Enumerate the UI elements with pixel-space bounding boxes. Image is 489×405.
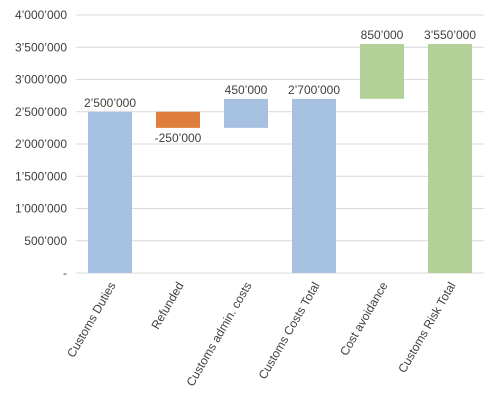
data-label: 450’000 (225, 83, 268, 97)
y-tick-label: 3’500’000 (15, 40, 67, 54)
x-tick-label: Customs admin. costs (183, 280, 254, 389)
y-tick-label: 2’000’000 (15, 137, 67, 151)
y-tick-label: - (63, 266, 67, 280)
x-tick-label: Customs Risk Total (395, 280, 458, 376)
data-label: 3’550’000 (424, 28, 476, 42)
bar (428, 44, 472, 274)
data-label: 2’700’000 (288, 83, 340, 97)
x-tick-label: Customs Costs Total (256, 280, 323, 382)
y-tick-label: 2’500’000 (15, 105, 67, 119)
data-label: -250’000 (155, 131, 202, 145)
x-tick-label: Refunded (148, 280, 186, 332)
y-tick-label: 1’000’000 (15, 202, 67, 216)
bar (292, 98, 336, 273)
y-tick-label: 1’500’000 (15, 169, 67, 183)
x-tick-label: Customs Duties (64, 280, 118, 360)
x-tick-label: Cost avoidance (337, 279, 391, 358)
bar (224, 98, 268, 128)
bar (88, 111, 132, 273)
data-label: 2’500’000 (84, 96, 136, 110)
y-tick-label: 3’000’000 (15, 73, 67, 87)
y-tick-label: 500’000 (24, 234, 67, 248)
y-tick-label: 4’000’000 (15, 8, 67, 22)
bar (360, 44, 404, 99)
data-label: 850’000 (361, 28, 404, 42)
bar (156, 111, 200, 128)
